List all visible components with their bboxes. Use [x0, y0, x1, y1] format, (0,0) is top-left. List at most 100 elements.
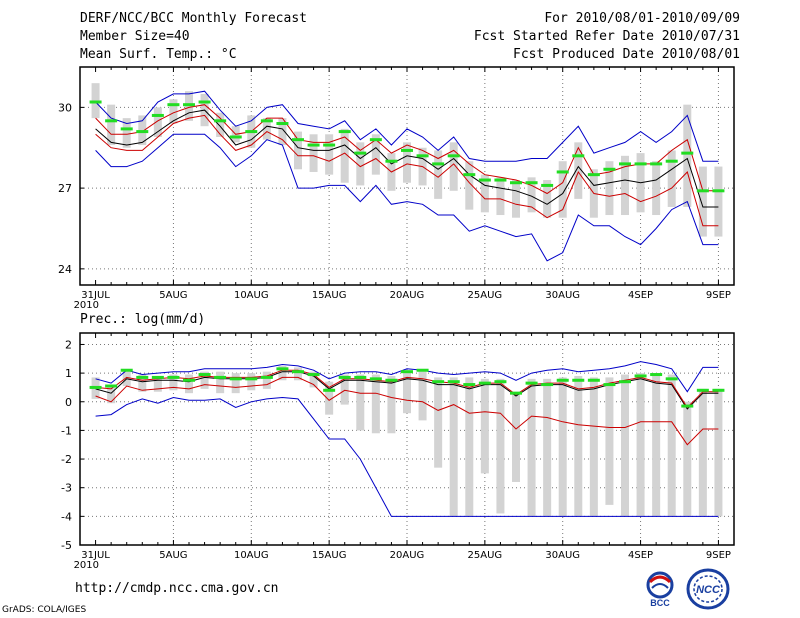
x-tick-label: 5AUG [159, 290, 187, 301]
ensemble-bar [434, 150, 443, 199]
x-tick-label: 5AUG [159, 550, 187, 561]
x-tick-label: 31JUL [81, 550, 110, 561]
x-tick-label: 10AUG [234, 290, 269, 301]
x-tick-label: 9SEP [706, 550, 731, 561]
ensemble-bar [403, 142, 411, 183]
forecast-period: For 2010/08/01-2010/09/09 [544, 11, 740, 26]
ensemble-bar [294, 131, 302, 170]
x-tick-label: 30AUG [545, 550, 580, 561]
ensemble-bar [574, 375, 583, 517]
x-tick-label: 20AUG [390, 550, 425, 561]
series-line-min [95, 361, 719, 393]
forecast-started-date: Fcst Started Refer Date 2010/07/31 [473, 29, 740, 44]
y-tick-label: -5 [61, 539, 72, 552]
ensemble-bar [589, 377, 598, 517]
ensemble-bar [698, 166, 707, 237]
ensemble-bar [403, 371, 411, 414]
ensemble-bar [543, 378, 552, 517]
ncc-logo-text: NCC [696, 584, 721, 596]
ensemble-bar [387, 375, 396, 434]
series-line-lower_spread [95, 114, 719, 227]
ensemble-bar [294, 367, 302, 381]
ensemble-bar [309, 134, 318, 172]
series-line-mean [95, 109, 719, 208]
ensemble-bar [621, 155, 629, 216]
ensemble-bar [418, 371, 427, 421]
ensemble-bar [496, 177, 505, 216]
ensemble-bar [107, 104, 116, 146]
ensemble-bar [652, 161, 661, 216]
ensemble-bar [527, 378, 536, 517]
variable-label: Mean Surf. Temp.: °C [80, 47, 237, 62]
x-tick-label: 30AUG [545, 290, 580, 301]
x-tick-label: 4SEP [628, 550, 653, 561]
y-tick-label: 27 [58, 182, 72, 195]
ncc-logo: NCC [686, 568, 730, 610]
ensemble-bar [558, 161, 567, 218]
ensemble-bar [247, 373, 256, 391]
x-tick-label: 25AUG [468, 550, 503, 561]
ensemble-bar [636, 373, 645, 517]
ensemble-bar [574, 142, 583, 199]
ensemble-bar [652, 373, 661, 517]
ensemble-bar [480, 174, 489, 213]
ensemble-bar [683, 104, 692, 207]
ensemble-bar [698, 388, 707, 517]
ensemble-bar [527, 177, 536, 213]
y-tick-label: -4 [61, 510, 72, 523]
x-tick-label: 15AUG [312, 550, 347, 561]
x-tick-label: 15AUG [312, 290, 347, 301]
ensemble-bar [667, 150, 676, 207]
y-tick-label: 0 [65, 396, 72, 409]
ensemble-bar [356, 374, 365, 431]
ensemble-bar [262, 118, 271, 140]
bcc-logo-text: BCC [650, 598, 670, 608]
grads-credit: GrADS: COLA/IGES [2, 605, 87, 615]
ensemble-bar [122, 118, 131, 148]
source-url[interactable]: http://cmdp.ncc.cma.gov.cn [75, 581, 279, 596]
ensemble-bar [714, 166, 723, 237]
ensemble-bar [512, 180, 520, 218]
series-line-lower_spread [95, 376, 719, 446]
ensemble-bar [231, 373, 240, 394]
x-tick-label: 4SEP [628, 290, 653, 301]
ensemble-bar [543, 180, 552, 218]
y-tick-label: 1 [65, 367, 72, 380]
ensemble-bar [558, 377, 567, 517]
precip-title: Prec.: log(mm/d) [80, 312, 205, 327]
ensemble-bar [153, 375, 162, 392]
y-tick-label: -1 [61, 424, 72, 437]
x-tick-label: 31JUL [81, 290, 110, 301]
ensemble-bar [465, 377, 474, 517]
ensemble-bar [465, 161, 474, 210]
ensemble-bar [371, 374, 380, 434]
ensemble-bar [340, 128, 349, 183]
member-size: Member Size=40 [80, 29, 190, 44]
ensemble-bar [480, 378, 489, 474]
y-tick-label: 30 [58, 101, 72, 114]
x-tick-label: 10AUG [234, 550, 269, 561]
bcc-logo: BCC [646, 571, 674, 608]
ensemble-bar [185, 374, 193, 394]
ensemble-bar [605, 377, 614, 505]
ensemble-bar [107, 387, 116, 404]
ensemble-bar [496, 378, 505, 514]
ensemble-bar [621, 374, 629, 517]
ensemble-bar [262, 371, 271, 389]
series-line-max [95, 396, 719, 517]
series-line-upper_spread [95, 369, 719, 409]
ensemble-bar [371, 134, 380, 175]
ensemble-bar [169, 99, 178, 124]
y-tick-label: 2 [65, 338, 72, 351]
series-line-min [95, 90, 719, 162]
ensemble-bar [667, 374, 676, 517]
ensemble-bar [683, 401, 692, 517]
y-tick-label: -3 [61, 482, 72, 495]
x-tick-label: 9SEP [706, 290, 731, 301]
forecast-produced-date: Fcst Produced Date 2010/08/01 [513, 47, 740, 62]
ensemble-bar [278, 365, 287, 381]
ensemble-bar [325, 381, 334, 415]
